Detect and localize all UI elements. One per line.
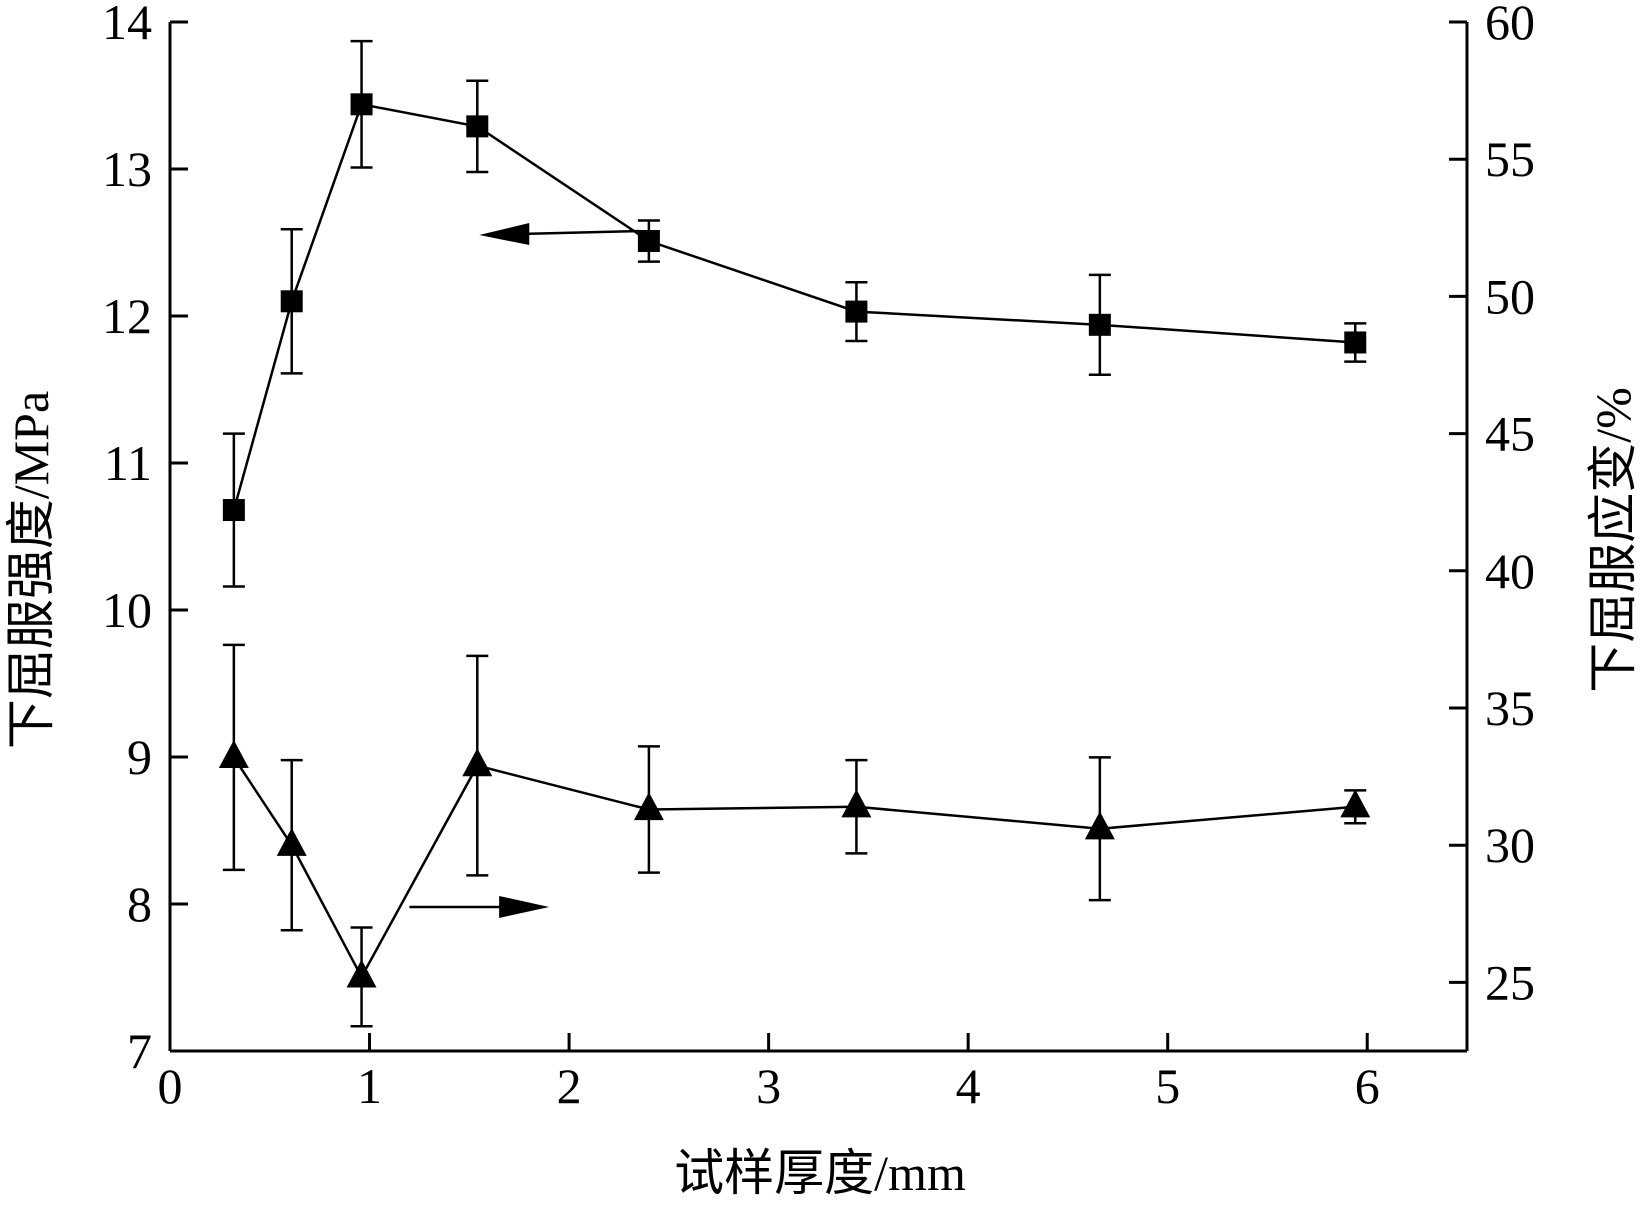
y-right-tick-label: 55 <box>1485 131 1535 187</box>
annotation-layer <box>409 223 639 918</box>
x-tick-label: 3 <box>756 1058 781 1114</box>
series-line <box>232 102 1356 511</box>
y-left-tick-label: 8 <box>127 876 152 932</box>
y-right-tick-label: 25 <box>1485 954 1535 1010</box>
x-axis: 0 1 2 3 4 5 6 <box>158 1033 1380 1114</box>
series-1 <box>222 39 1367 588</box>
y-left-tick-label: 12 <box>102 288 152 344</box>
y-left-tick-label: 14 <box>102 0 152 50</box>
y-axis-left-title: 下屈服强度/MPa <box>3 391 59 749</box>
y-right-tick-label: 50 <box>1485 268 1535 324</box>
y-right-tick-label: 40 <box>1485 543 1535 599</box>
y-left-tick-label: 11 <box>104 435 152 491</box>
x-tick-label: 6 <box>1355 1058 1380 1114</box>
data-point-square <box>280 290 303 313</box>
data-point-triangle <box>841 789 872 818</box>
data-point-triangle <box>633 792 664 821</box>
arrow-head <box>479 223 530 246</box>
series-2 <box>218 643 1371 1028</box>
data-point-square <box>1088 313 1111 336</box>
data-point-square <box>845 300 868 323</box>
x-axis-title: 试样厚度/mm <box>674 1145 966 1201</box>
series-layer <box>218 39 1371 1028</box>
y-axis-right-title: 下屈服应变/% <box>1585 387 1641 693</box>
data-point-triangle <box>276 827 307 856</box>
arrow-to-right-axis <box>409 895 550 918</box>
data-point-triangle <box>1084 811 1115 840</box>
data-point-triangle <box>1340 789 1371 818</box>
data-point-square <box>637 230 660 253</box>
y-left-tick-label: 13 <box>102 141 152 197</box>
data-point-square <box>222 499 245 522</box>
data-point-triangle <box>218 740 249 769</box>
y-axis-right: 25 30 35 40 45 50 55 60 <box>1449 0 1535 1010</box>
x-tick-label: 5 <box>1155 1058 1180 1114</box>
y-right-tick-label: 35 <box>1485 680 1535 736</box>
y-left-tick-label: 7 <box>127 1023 152 1079</box>
y-right-tick-label: 45 <box>1485 406 1535 462</box>
arrow-to-left-axis <box>479 223 639 246</box>
y-left-tick-label: 9 <box>127 729 152 785</box>
y-left-tick-label: 10 <box>102 582 152 638</box>
data-point-square <box>350 93 373 116</box>
data-point-square <box>466 115 489 138</box>
y-right-tick-label: 30 <box>1485 817 1535 873</box>
x-tick-label: 0 <box>158 1058 183 1114</box>
data-point-square <box>1344 331 1367 354</box>
arrow-shaft <box>519 229 639 236</box>
plot-frame <box>168 22 1469 1053</box>
data-point-triangle <box>462 748 493 777</box>
series-line <box>232 756 1356 980</box>
x-tick-label: 2 <box>557 1058 582 1114</box>
x-tick-label: 4 <box>956 1058 981 1114</box>
x-tick-label: 1 <box>357 1058 382 1114</box>
y-axis-left: 7 8 9 10 11 12 13 14 <box>102 0 188 1079</box>
y-right-tick-label: 60 <box>1485 0 1535 50</box>
arrow-head <box>499 895 550 918</box>
data-point-triangle <box>346 959 377 988</box>
